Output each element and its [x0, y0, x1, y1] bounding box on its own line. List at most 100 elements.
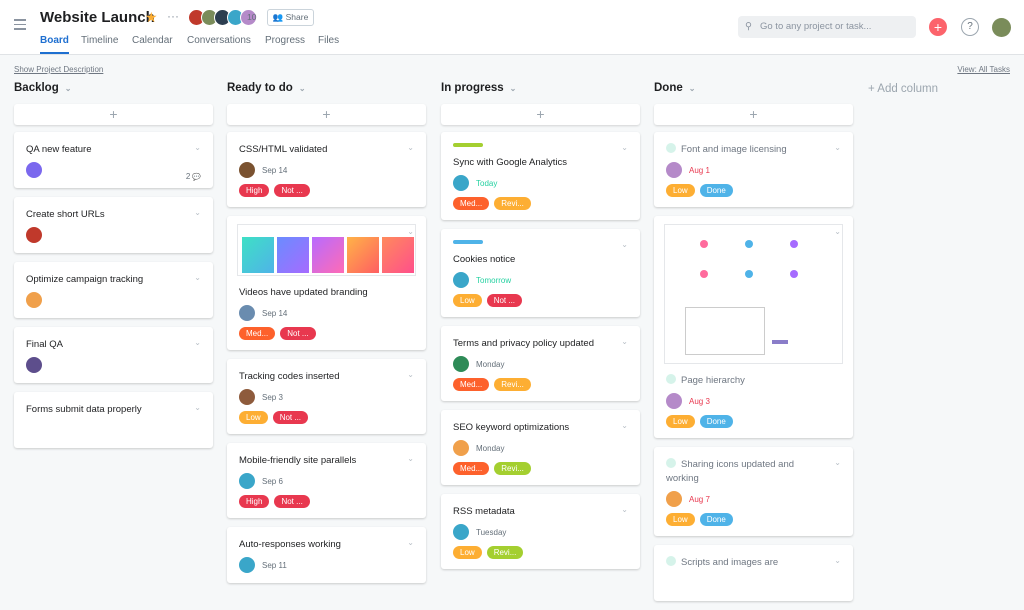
card-menu[interactable]: ⌄ — [621, 421, 628, 430]
user-avatar[interactable] — [992, 18, 1011, 37]
add-task[interactable]: + — [14, 104, 213, 125]
tag: Not ... — [280, 327, 316, 340]
comment-count: 2 💬 — [186, 172, 201, 181]
help-button[interactable]: ? — [961, 18, 979, 36]
add-column[interactable]: + Add column — [868, 83, 939, 95]
add-task[interactable]: + — [441, 104, 640, 125]
task-card[interactable]: QA new feature ⌄ 2 💬 — [14, 132, 213, 188]
tag: Done — [699, 184, 733, 197]
tag: Med... — [453, 378, 490, 391]
page: Website Launch ★ ··· 10 👥 Share Board Tim… — [0, 9, 1024, 573]
add-task[interactable]: + — [654, 104, 853, 125]
due-date: Tomorrow — [476, 275, 512, 285]
tags: Low Done — [666, 513, 841, 526]
task-title: Forms submit data properly — [26, 403, 201, 417]
card-menu[interactable]: ⌄ — [621, 240, 628, 249]
task-name: QA new feature — [26, 144, 92, 155]
task-card[interactable]: Forms submit data properly ⌄ — [14, 392, 213, 448]
tab[interactable]: Conversations — [187, 35, 251, 46]
view-filter[interactable]: View: All Tasks — [957, 65, 1010, 74]
assignee-row: Aug 7 — [666, 491, 841, 507]
assignee-row — [26, 162, 201, 178]
card-menu[interactable]: ⌄ — [834, 143, 841, 152]
column-menu[interactable]: ⌄ — [688, 84, 696, 93]
task-card[interactable]: Sharing icons updated and working ⌄ Aug 7 L… — [654, 447, 853, 536]
tab[interactable]: Timeline — [81, 35, 119, 46]
column-menu[interactable]: ⌄ — [298, 84, 306, 93]
column-menu[interactable]: ⌄ — [64, 84, 72, 93]
card-menu[interactable]: ⌄ — [834, 227, 841, 236]
task-card[interactable]: Sync with Google Analytics ⌄ Today Med... Re… — [441, 132, 640, 220]
due-date: Monday — [476, 443, 505, 453]
card-menu[interactable]: ⌄ — [407, 454, 414, 463]
menu-icon[interactable] — [14, 19, 26, 30]
task-card[interactable]: CSS/HTML validated ⌄ Sep 14 High Not ... — [227, 132, 426, 207]
wire-button — [772, 340, 788, 344]
task-card[interactable]: RSS metadata ⌄ Tuesday Low Revi... — [441, 494, 640, 569]
task-name: Terms and privacy policy updated — [453, 338, 594, 349]
more[interactable]: ··· — [167, 9, 179, 23]
task-title: SEO keyword optimizations — [453, 421, 628, 435]
show-description[interactable]: Show Project Description — [14, 65, 104, 74]
assignee-avatar — [666, 491, 682, 507]
share-button[interactable]: 👥 Share — [267, 9, 314, 26]
column-header: Ready to do ⌄ — [227, 82, 426, 104]
add-button[interactable]: + — [929, 18, 947, 36]
task-card[interactable]: Auto-responses working ⌄ Sep 11 — [227, 527, 426, 583]
task-card[interactable]: Scripts and images are ⌄ — [654, 545, 853, 601]
search-icon: ⚲ — [745, 21, 752, 32]
add-task[interactable]: + — [227, 104, 426, 125]
card-menu[interactable]: ⌄ — [834, 556, 841, 565]
tags: Low Done — [666, 184, 841, 197]
comment-icon: 💬 — [190, 174, 201, 181]
card-menu[interactable]: ⌄ — [407, 370, 414, 379]
card-menu[interactable]: ⌄ — [194, 273, 201, 282]
task-card[interactable]: Mobile-friendly site parallels ⌄ Sep 6 High… — [227, 443, 426, 518]
tag: Low — [453, 546, 482, 559]
tags: Med... Revi... — [453, 197, 628, 210]
due-date: Aug 7 — [689, 494, 710, 504]
task-title: Sync with Google Analytics — [453, 156, 628, 170]
task-card[interactable]: Terms and privacy policy updated ⌄ Monday M… — [441, 326, 640, 401]
task-card[interactable]: Cookies notice ⌄ Tomorrow Low Not ... — [441, 229, 640, 317]
card-menu[interactable]: ⌄ — [407, 143, 414, 152]
tab[interactable]: Calendar — [132, 35, 173, 46]
task-name: Optimize campaign tracking — [26, 274, 144, 285]
tag: Not ... — [272, 411, 309, 424]
card-menu[interactable]: ⌄ — [407, 227, 414, 236]
task-card[interactable]: Create short URLs ⌄ — [14, 197, 213, 253]
card-menu[interactable]: ⌄ — [194, 208, 201, 217]
members[interactable] — [188, 9, 257, 26]
assignee-avatar — [666, 393, 682, 409]
card-menu[interactable]: ⌄ — [407, 538, 414, 547]
tab[interactable]: Progress — [265, 35, 306, 46]
project-title: Website Launch — [40, 9, 155, 26]
task-card[interactable]: Page hierarchy ⌄ Aug 3 Low Done — [654, 216, 853, 438]
task-name: RSS metadata — [453, 506, 515, 517]
task-card[interactable]: Tracking codes inserted ⌄ Sep 3 Low Not ... — [227, 359, 426, 434]
card-menu[interactable]: ⌄ — [194, 338, 201, 347]
task-card[interactable]: Font and image licensing ⌄ Aug 1 Low Done — [654, 132, 853, 207]
tag: Med... — [453, 197, 490, 210]
due-date: Monday — [476, 359, 505, 369]
task-card[interactable]: SEO keyword optimizations ⌄ Monday Med... Re… — [441, 410, 640, 485]
card-menu[interactable]: ⌄ — [621, 337, 628, 346]
card-menu[interactable]: ⌄ — [834, 458, 841, 467]
task-card[interactable]: Optimize campaign tracking ⌄ — [14, 262, 213, 318]
card-menu[interactable]: ⌄ — [194, 143, 201, 152]
tab[interactable]: Board — [40, 35, 69, 54]
column-menu[interactable]: ⌄ — [509, 84, 517, 93]
card-menu[interactable]: ⌄ — [621, 143, 628, 152]
wire-icon — [790, 270, 798, 278]
star[interactable]: ★ — [145, 9, 158, 25]
card-menu[interactable]: ⌄ — [194, 403, 201, 412]
search[interactable]: ⚲ Go to any project or task... — [738, 16, 916, 38]
task-card[interactable]: Final QA ⌄ — [14, 327, 213, 383]
task-card[interactable]: Videos have updated branding ⌄ Sep 14 Med..… — [227, 216, 426, 350]
task-title: Scripts and images are — [666, 556, 841, 570]
due-date: Tuesday — [476, 527, 507, 537]
tab[interactable]: Files — [318, 35, 340, 46]
swatch — [382, 237, 414, 273]
card-menu[interactable]: ⌄ — [621, 505, 628, 514]
assignee-row: Aug 1 — [666, 162, 841, 178]
